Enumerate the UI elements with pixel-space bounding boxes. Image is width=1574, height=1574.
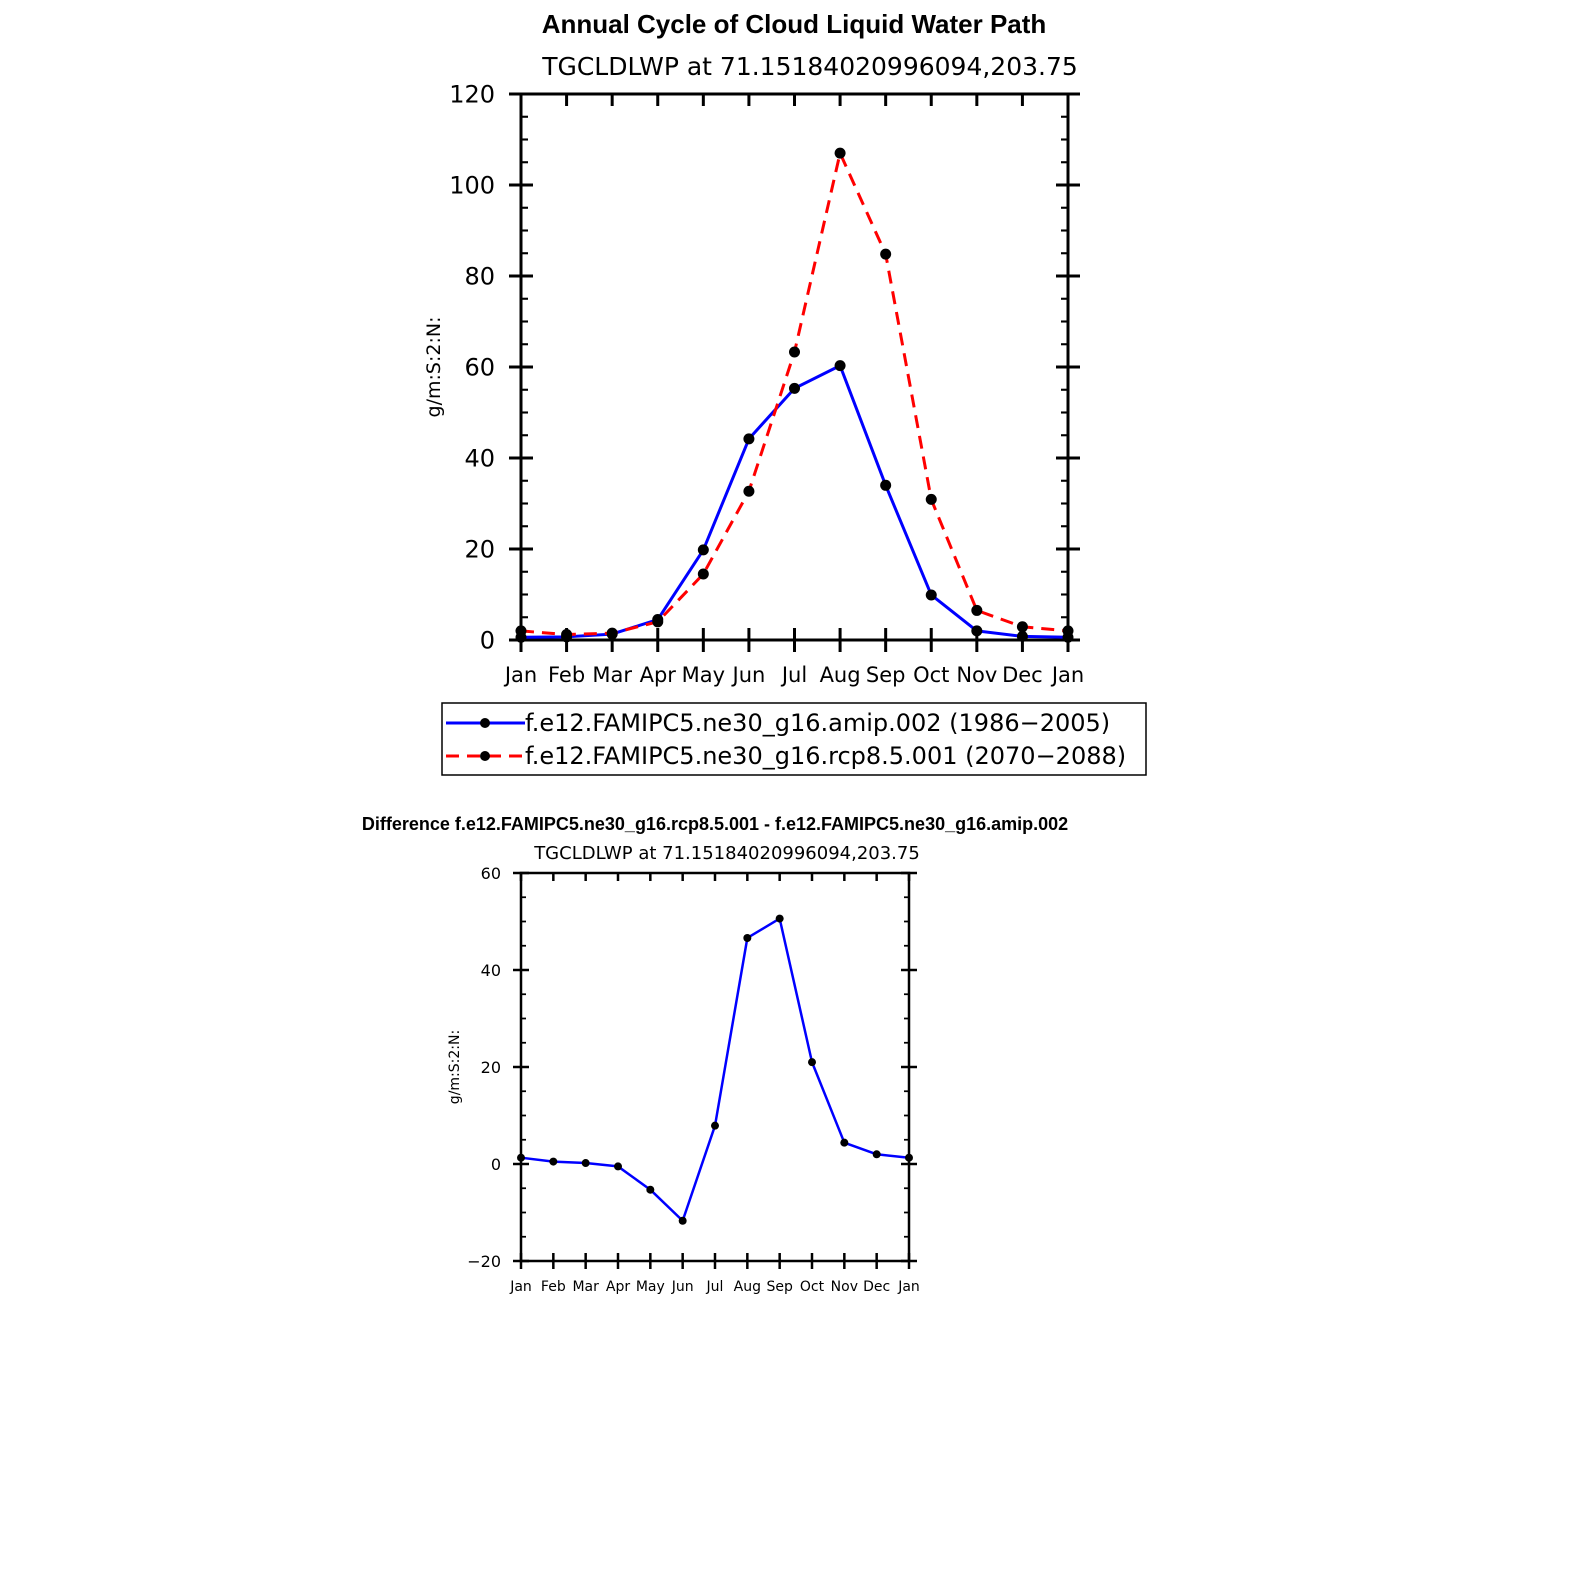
x-tick-label: Dec	[1002, 663, 1043, 687]
series-1-point	[697, 568, 709, 580]
series-1-point	[925, 493, 937, 505]
y-tick-label: 80	[464, 263, 495, 291]
series-1-point	[743, 485, 755, 497]
chart1-x-tick-labels: Jan Feb Mar Apr May Jun Jul Aug Sep Oct Nov Dec Jan	[503, 663, 1084, 687]
chart2-subtitle: TGCLDLWP at 71.15184020996094,203.75	[533, 843, 920, 864]
series-0-point	[517, 1153, 525, 1162]
y-tick-label: 60	[481, 864, 501, 883]
series-0-point	[840, 1138, 849, 1147]
chart1-subtitle: TGCLDLWP at 71.15184020996094,203.75	[541, 52, 1078, 81]
chart2-y-axis-label: g/m:S:2:N:	[447, 1030, 463, 1104]
series-0-point	[971, 625, 983, 637]
series-0-point	[834, 360, 846, 372]
chart1-y-tick-labels: 0 20 40 60 80 100 120	[449, 81, 495, 655]
x-tick-label: Apr	[606, 1279, 630, 1295]
series-0-point	[743, 433, 755, 445]
y-tick-label: 120	[449, 81, 495, 109]
x-tick-label: Apr	[640, 663, 677, 687]
x-tick-label: Dec	[863, 1279, 890, 1295]
x-tick-label: Feb	[541, 1279, 566, 1295]
x-tick-label: Jan	[509, 1279, 532, 1295]
x-tick-label: Jul	[780, 663, 807, 687]
legend-marker-rcp85	[480, 751, 490, 761]
series-0-point	[678, 1216, 687, 1225]
series-1-point	[1062, 625, 1074, 637]
difference-chart: Difference f.e12.FAMIPC5.ne30_g16.rcp8.5…	[362, 814, 1068, 1295]
series-0-point	[905, 1153, 913, 1162]
x-tick-label: Oct	[913, 663, 949, 687]
chart1-title: Annual Cycle of Cloud Liquid Water Path	[542, 9, 1047, 39]
y-tick-label: 40	[464, 445, 495, 473]
series-1-point	[561, 629, 573, 641]
series-0-point	[743, 933, 752, 942]
series-1-point	[880, 248, 892, 260]
x-tick-label: Sep	[766, 1279, 793, 1295]
x-tick-label: Jun	[671, 1279, 694, 1295]
annual-cycle-chart: Annual Cycle of Cloud Liquid Water Path …	[423, 9, 1147, 776]
x-tick-label: Jan	[897, 1279, 920, 1295]
legend-box	[441, 702, 1147, 776]
series-1-point	[834, 147, 846, 159]
series-0-point	[1016, 630, 1028, 642]
x-tick-label: May	[636, 1279, 665, 1295]
series-0-point	[808, 1058, 816, 1067]
x-tick-label: Aug	[734, 1279, 761, 1295]
series-0-point	[880, 479, 892, 491]
series-0-point	[925, 589, 937, 601]
x-tick-label: Jul	[706, 1279, 724, 1295]
y-tick-label: 0	[480, 627, 495, 655]
x-tick-label: Jan	[503, 663, 537, 687]
x-tick-label: Feb	[548, 663, 585, 687]
legend-marker-amip	[480, 718, 490, 728]
y-tick-label: 100	[449, 172, 495, 200]
series-1-point	[652, 616, 664, 628]
series-1-point	[515, 625, 527, 637]
y-tick-label: 20	[464, 536, 495, 564]
x-tick-label: Jan	[1050, 663, 1084, 687]
y-tick-label: 20	[481, 1058, 501, 1077]
x-tick-label: Aug	[820, 663, 861, 687]
y-tick-label: 0	[491, 1155, 501, 1174]
series-0-point	[789, 382, 800, 394]
series-1-point	[789, 346, 800, 358]
y-tick-label: 60	[464, 354, 495, 382]
series-0-point	[549, 1157, 558, 1166]
series-0-point	[872, 1150, 881, 1159]
y-tick-label: 40	[481, 961, 501, 980]
chart2-x-tick-labels: Jan Feb Mar Apr May Jun Jul Aug Sep Oct Nov Dec Jan	[509, 1279, 920, 1295]
y-tick-label: −20	[467, 1252, 501, 1271]
series-0-point	[614, 1162, 622, 1171]
series-0-point	[581, 1159, 590, 1168]
x-tick-label: May	[682, 663, 725, 687]
legend-label-rcp85: f.e12.FAMIPC5.ne30_g16.rcp8.5.001 (2070−…	[525, 742, 1126, 770]
chart2-series	[517, 914, 913, 1225]
series-1-point	[606, 627, 618, 639]
chart2-title: Difference f.e12.FAMIPC5.ne30_g16.rcp8.5…	[362, 814, 1068, 834]
x-tick-label: Nov	[831, 1279, 858, 1295]
chart1-y-axis-label: g/m:S:2:N:	[423, 317, 445, 418]
chart1-legend: f.e12.FAMIPC5.ne30_g16.amip.002 (1986−20…	[441, 702, 1147, 776]
x-tick-label: Oct	[800, 1279, 825, 1295]
chart2-y-tick-labels: −20 0 20 40 60	[467, 864, 501, 1271]
x-tick-label: Sep	[866, 663, 906, 687]
series-0-point	[697, 544, 709, 556]
legend-label-amip: f.e12.FAMIPC5.ne30_g16.amip.002 (1986−20…	[525, 709, 1110, 737]
chart1-series	[515, 147, 1074, 643]
x-tick-label: Mar	[572, 1279, 599, 1295]
chart2-ticks	[513, 871, 917, 1269]
series-1-point	[1016, 621, 1028, 633]
x-tick-label: Mar	[592, 663, 632, 687]
series-0-point	[646, 1185, 655, 1194]
series-0-point	[711, 1121, 719, 1130]
x-tick-label: Jun	[731, 663, 766, 687]
series-1-point	[971, 604, 983, 616]
x-tick-label: Nov	[956, 663, 997, 687]
series-0-point	[775, 914, 784, 923]
